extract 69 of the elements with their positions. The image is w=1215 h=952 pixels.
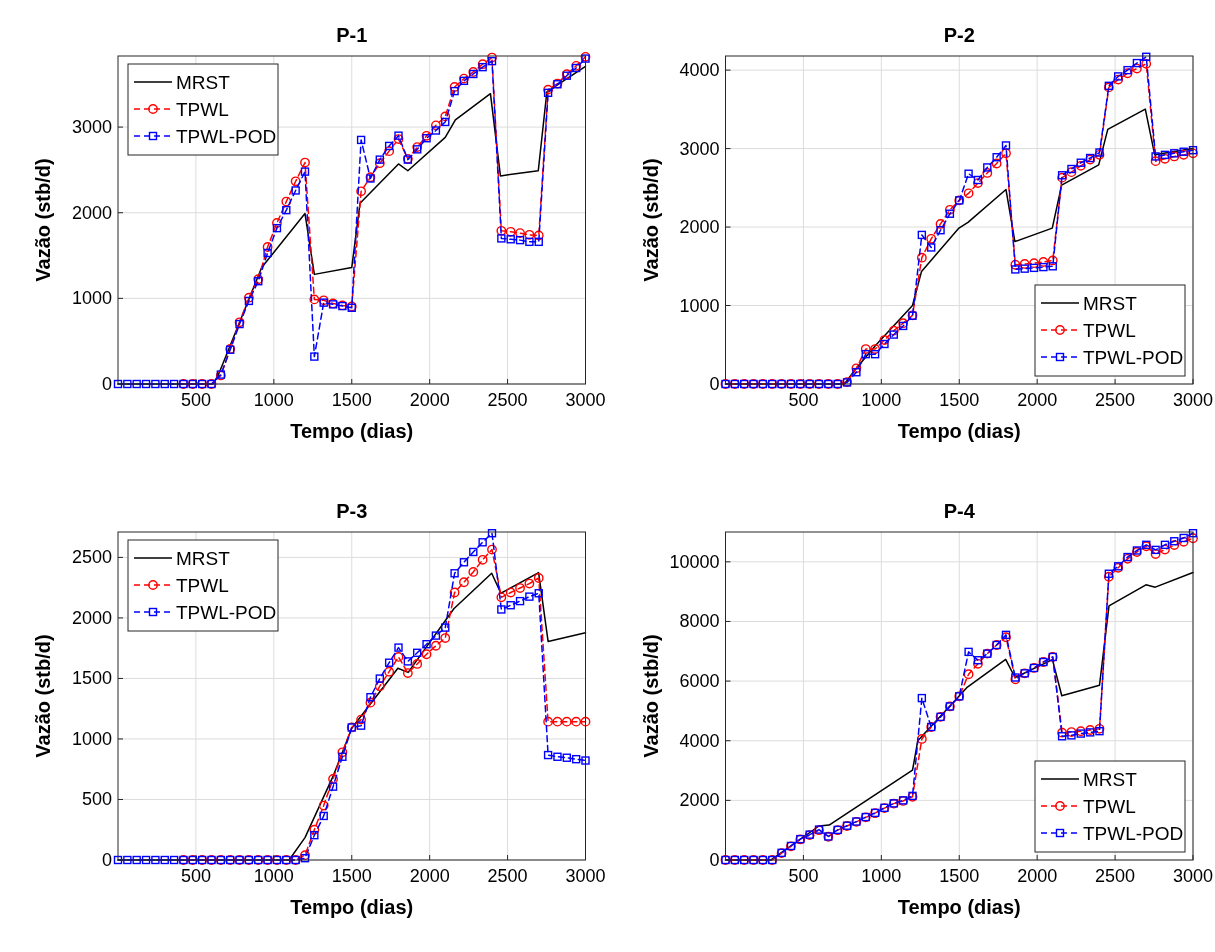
x-tick-label: 2000 (409, 866, 450, 886)
x-tick-label: 1500 (939, 866, 980, 886)
x-axis-title: Tempo (dias) (897, 896, 1021, 918)
y-tick-label: 0 (709, 374, 720, 394)
legend-label: TPWL-POD (176, 126, 277, 147)
legend-label: MRST (1083, 293, 1138, 314)
x-tick-label: 2000 (1017, 866, 1058, 886)
y-tick-label: 0 (101, 850, 112, 870)
y-tick-label: 0 (709, 850, 720, 870)
y-tick-label: 10000 (669, 551, 720, 572)
x-tick-label: 3000 (565, 866, 606, 886)
y-tick-label: 2500 (71, 547, 112, 568)
y-tick-label: 500 (81, 789, 112, 810)
chart-title: P-2 (943, 24, 975, 46)
legend-label: MRST (176, 72, 231, 93)
legend-label: TPWL (176, 575, 229, 596)
legend-label: TPWL (1083, 320, 1136, 341)
x-tick-label: 3000 (565, 390, 606, 410)
chart-title: P-3 (336, 500, 368, 522)
x-tick-label: 500 (788, 866, 819, 886)
x-tick-label: 3000 (1172, 390, 1214, 410)
legend-label: TPWL-POD (1083, 823, 1184, 844)
y-tick-label: 1000 (679, 295, 720, 316)
x-axis-title: Tempo (dias) (290, 420, 414, 442)
legend-label: TPWL (1083, 796, 1136, 817)
y-tick-label: 2000 (679, 217, 720, 238)
x-tick-label: 1000 (861, 866, 902, 886)
x-tick-label: 500 (180, 390, 211, 410)
chart-title: P-1 (336, 24, 368, 46)
y-axis-title: Vazão (stb/d) (639, 634, 662, 758)
y-axis-title: Vazão (stb/d) (32, 634, 54, 758)
x-tick-label: 1500 (331, 390, 372, 410)
y-tick-label: 6000 (679, 671, 720, 692)
y-tick-label: 2000 (71, 202, 112, 223)
legend-label: MRST (176, 548, 231, 569)
y-tick-label: 8000 (679, 611, 720, 632)
y-tick-label: 4000 (679, 60, 720, 81)
legend-label: MRST (1083, 769, 1138, 790)
legend-label: TPWL-POD (1083, 347, 1184, 368)
y-axis-title: Vazão (stb/d) (32, 158, 54, 282)
y-tick-label: 3000 (71, 117, 112, 138)
y-tick-label: 2000 (71, 607, 112, 628)
x-tick-label: 2500 (487, 866, 528, 886)
y-tick-label: 4000 (679, 730, 720, 751)
x-tick-label: 2500 (487, 390, 528, 410)
x-tick-label: 2500 (1095, 866, 1136, 886)
y-tick-label: 1000 (71, 728, 112, 749)
legend-label: TPWL (176, 99, 229, 120)
x-tick-label: 500 (180, 866, 211, 886)
x-tick-label: 1000 (253, 866, 294, 886)
chart-title: P-4 (943, 500, 976, 522)
y-tick-label: 0 (101, 374, 112, 394)
x-tick-label: 1000 (861, 390, 902, 410)
x-tick-label: 1500 (331, 866, 372, 886)
x-tick-label: 2000 (1017, 390, 1058, 410)
y-tick-label: 2000 (679, 790, 720, 811)
y-tick-label: 1000 (71, 288, 112, 309)
legend-label: TPWL-POD (176, 602, 277, 623)
x-tick-label: 3000 (1172, 866, 1214, 886)
x-tick-label: 2000 (409, 390, 450, 410)
x-tick-label: 500 (788, 390, 819, 410)
y-tick-label: 1500 (71, 668, 112, 689)
x-axis-title: Tempo (dias) (290, 896, 414, 918)
y-axis-title: Vazão (stb/d) (639, 158, 662, 282)
x-tick-label: 1500 (939, 390, 980, 410)
y-tick-label: 3000 (679, 138, 720, 159)
x-tick-label: 2500 (1095, 390, 1136, 410)
x-axis-title: Tempo (dias) (897, 420, 1021, 442)
x-tick-label: 1000 (253, 390, 294, 410)
